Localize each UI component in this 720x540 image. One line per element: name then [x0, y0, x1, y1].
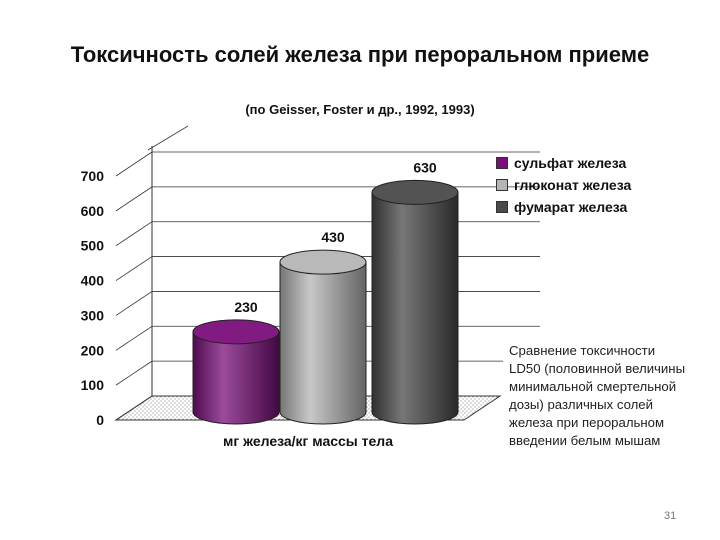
- bar-top: [192, 319, 280, 345]
- legend-item-gluconate: глюконат железа: [496, 174, 631, 196]
- chart-legend: сульфат железа глюконат железа фумарат ж…: [496, 152, 631, 218]
- page-subtitle: (по Geisser, Foster и др., 1992, 1993): [245, 102, 475, 117]
- data-label: 230: [234, 299, 258, 315]
- page-number: 31: [664, 510, 677, 522]
- y-tick-label: 500: [81, 238, 105, 254]
- gridline-diagonal: [147, 125, 189, 151]
- chart-note-box: Сравнение токсичности LD50 (половинной в…: [503, 338, 695, 480]
- bar-body: [371, 191, 459, 425]
- y-tick-label: 300: [81, 307, 105, 323]
- gridline-diagonal: [115, 151, 153, 177]
- y-tick-label: 0: [96, 412, 104, 428]
- bar-top: [371, 179, 459, 205]
- legend-label: глюконат железа: [514, 177, 632, 193]
- bar-top: [279, 249, 367, 275]
- page-title: Токсичность солей железа при пероральном…: [70, 42, 650, 67]
- gridline-diagonal: [115, 395, 153, 421]
- legend-item-fumarate: фумарат железа: [496, 196, 631, 218]
- gridline-diagonal: [115, 221, 153, 247]
- gridline-diagonal: [115, 360, 153, 386]
- data-label: 430: [321, 229, 345, 245]
- bar-cylinder-1: [279, 249, 367, 425]
- gridline-diagonal: [115, 186, 153, 212]
- bar-body: [192, 331, 280, 425]
- y-tick-label: 700: [81, 168, 105, 184]
- y-tick-label: 400: [81, 273, 105, 289]
- bar-cylinder-2: [371, 179, 459, 425]
- bar-cylinder-0: [192, 319, 280, 425]
- legend-item-sulfate: сульфат железа: [496, 152, 631, 174]
- y-tick-label: 600: [81, 203, 105, 219]
- legend-label: фумарат железа: [514, 199, 628, 215]
- data-label: 630: [413, 159, 437, 175]
- gridline-diagonal: [115, 256, 153, 281]
- gridline-diagonal: [115, 291, 153, 316]
- y-tick-label: 200: [81, 342, 105, 358]
- y-tick-label: 100: [81, 377, 105, 393]
- gridline-diagonal: [115, 325, 153, 351]
- legend-label: сульфат железа: [514, 155, 627, 171]
- legend-swatch-gluconate: [496, 179, 508, 191]
- bar-body: [279, 261, 367, 425]
- legend-swatch-fumarate: [496, 201, 508, 213]
- legend-swatch-sulfate: [496, 157, 508, 169]
- x-axis-label: мг железа/кг массы тела: [223, 433, 393, 449]
